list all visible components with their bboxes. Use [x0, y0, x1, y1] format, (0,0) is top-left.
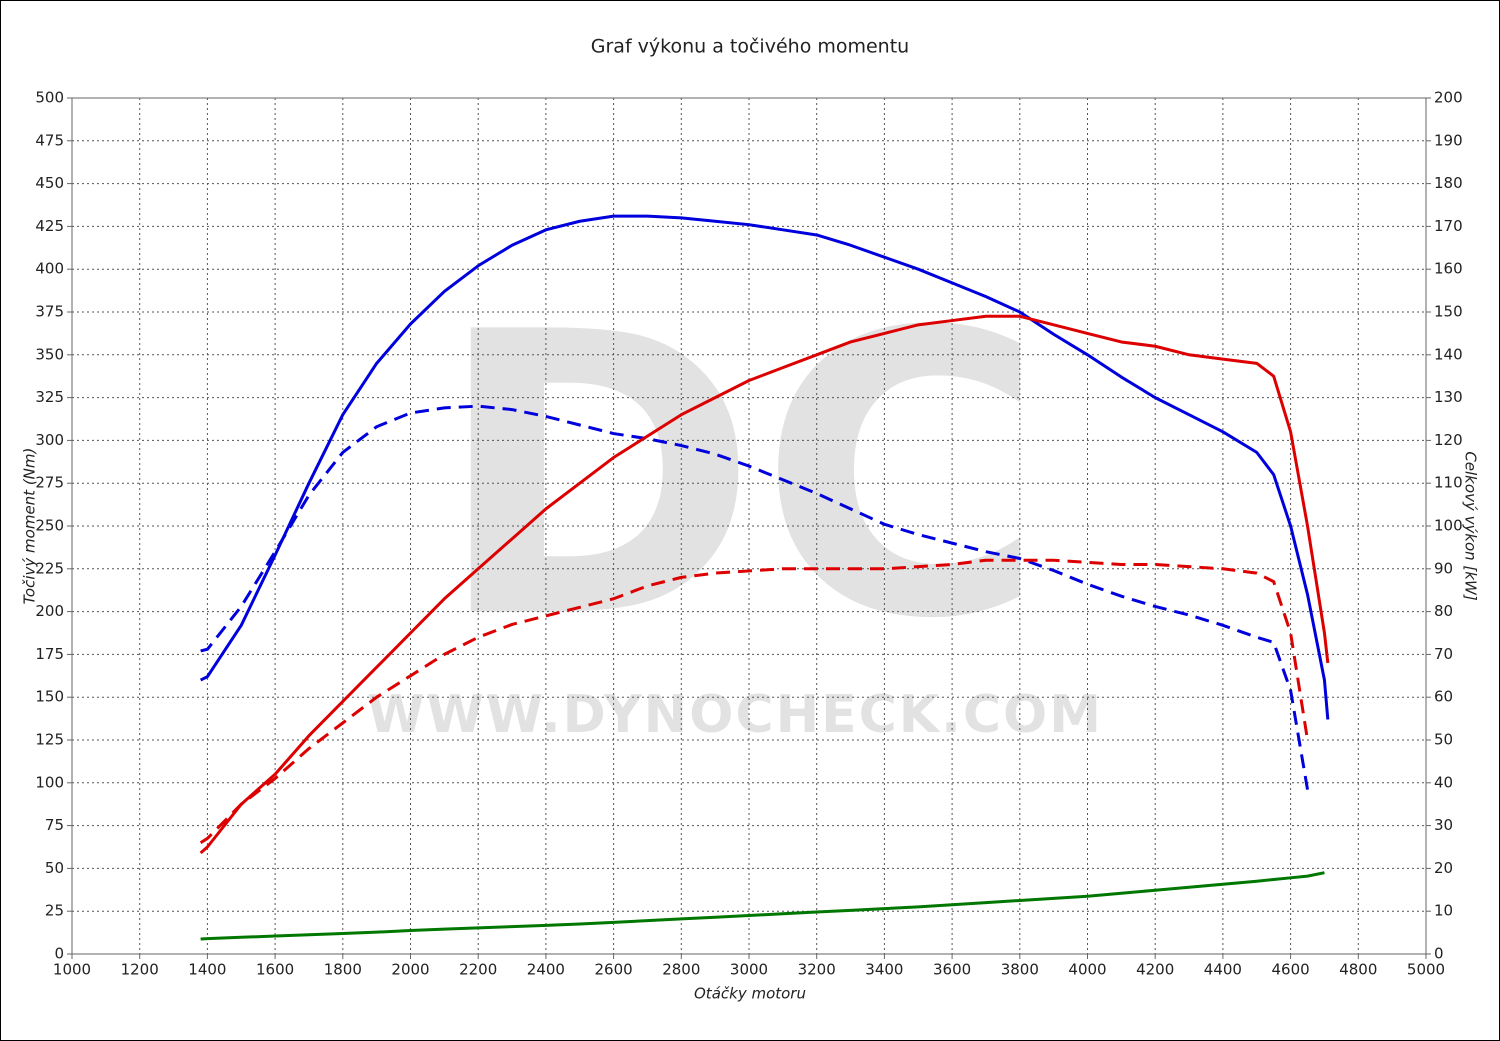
x-tick-label: 1600	[256, 961, 294, 979]
x-tick-label: 1400	[188, 961, 226, 979]
y-tick-label: 0	[54, 945, 64, 963]
y-tick-label: 50	[45, 859, 64, 877]
y-tick-label: 250	[35, 517, 64, 535]
y2-tick-label: 10	[1434, 902, 1453, 920]
y-tick-label: 25	[45, 902, 64, 920]
x-tick-label: 3400	[865, 961, 903, 979]
y2-tick-label: 50	[1434, 731, 1453, 749]
y-tick-label: 225	[35, 559, 64, 577]
y2-tick-label: 30	[1434, 816, 1453, 834]
y2-axis-label: Celkový výkon [kW]	[1462, 451, 1480, 601]
x-tick-label: 1200	[121, 961, 159, 979]
y2-tick-label: 60	[1434, 688, 1453, 706]
y2-tick-label: 200	[1434, 89, 1463, 107]
x-tick-label: 4600	[1272, 961, 1310, 979]
x-tick-label: 4000	[1068, 961, 1106, 979]
y2-tick-label: 40	[1434, 773, 1453, 791]
y-tick-label: 300	[35, 431, 64, 449]
series-line	[199, 314, 1330, 855]
y2-tick-label: 0	[1434, 945, 1444, 963]
x-tick-label: 5000	[1407, 961, 1445, 979]
y-tick-label: 450	[35, 174, 64, 192]
y2-tick-label: 170	[1434, 217, 1463, 235]
y-axis-label: Točivý moment (Nm)	[21, 448, 39, 605]
x-tick-label: 3600	[933, 961, 971, 979]
y-tick-label: 100	[35, 773, 64, 791]
y-tick-label: 400	[35, 260, 64, 278]
series-line	[200, 404, 1310, 790]
x-tick-label: 4400	[1204, 961, 1242, 979]
y-tick-label: 275	[35, 474, 64, 492]
y2-tick-label: 120	[1434, 431, 1463, 449]
x-tick-label: 2200	[459, 961, 497, 979]
watermark-url: WWW.DYNOCHECK.COM	[367, 685, 1103, 745]
x-tick-label: 4800	[1339, 961, 1377, 979]
chart-title: Graf výkonu a točivého momentu	[591, 36, 909, 58]
x-tick-label: 2800	[662, 961, 700, 979]
y2-tick-label: 160	[1434, 260, 1463, 278]
y2-tick-label: 80	[1434, 602, 1453, 620]
y-tick-label: 75	[45, 816, 64, 834]
x-tick-label: 2600	[595, 961, 633, 979]
y2-tick-label: 20	[1434, 859, 1453, 877]
series-line	[199, 558, 1310, 844]
y-tick-label: 175	[35, 645, 64, 663]
series-line	[200, 871, 1325, 941]
plot-border	[71, 97, 1427, 955]
x-tick-label: 3000	[730, 961, 768, 979]
y2-tick-label: 180	[1434, 174, 1463, 192]
y2-tick-label: 150	[1434, 303, 1463, 321]
x-tick-label: 1000	[53, 961, 91, 979]
x-tick-label: 2400	[527, 961, 565, 979]
x-tick-label: 1800	[324, 961, 362, 979]
x-tick-label: 3200	[798, 961, 836, 979]
y2-tick-label: 110	[1434, 474, 1463, 492]
y-tick-label: 325	[35, 388, 64, 406]
y-tick-label: 375	[35, 303, 64, 321]
watermark: DC	[435, 250, 1045, 704]
y-tick-label: 350	[35, 345, 64, 363]
y-tick-label: 475	[35, 131, 64, 149]
y-tick-label: 200	[35, 602, 64, 620]
y2-tick-label: 70	[1434, 645, 1453, 663]
y2-tick-label: 100	[1434, 517, 1463, 535]
y-tick-label: 125	[35, 731, 64, 749]
y2-tick-label: 130	[1434, 388, 1463, 406]
x-tick-label: 2000	[391, 961, 429, 979]
x-tick-label: 3800	[1001, 961, 1039, 979]
series-line	[199, 214, 1330, 720]
y2-tick-label: 190	[1434, 131, 1463, 149]
y2-tick-label: 90	[1434, 559, 1453, 577]
y-tick-label: 500	[35, 89, 64, 107]
y-tick-label: 150	[35, 688, 64, 706]
y2-tick-label: 140	[1434, 345, 1463, 363]
x-tick-label: 4200	[1136, 961, 1174, 979]
x-axis-label: Otáčky motoru	[694, 985, 806, 1003]
y-tick-label: 425	[35, 217, 64, 235]
